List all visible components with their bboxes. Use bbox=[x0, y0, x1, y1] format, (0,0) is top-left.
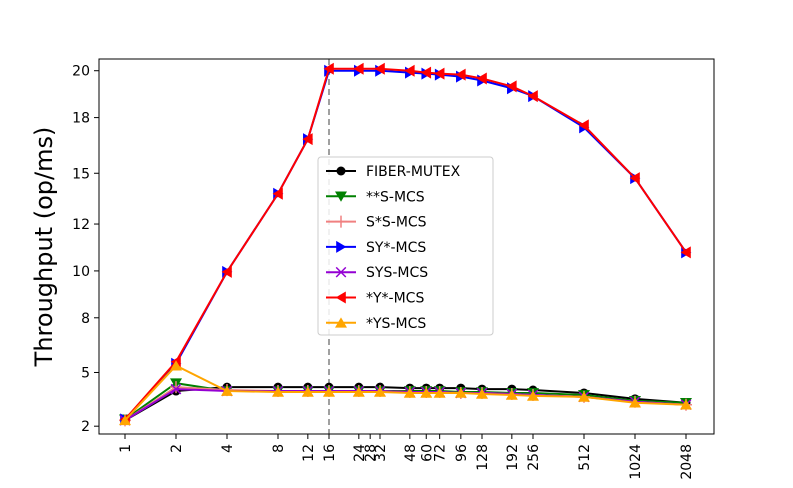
legend-label: FIBER-MUTEX bbox=[366, 164, 461, 180]
legend-label: *Y*-MCS bbox=[366, 291, 424, 307]
y-tick-label: 12 bbox=[72, 217, 90, 233]
x-tick-label: 24 bbox=[352, 444, 368, 462]
x-tick-label: 96 bbox=[454, 444, 470, 462]
legend-marker bbox=[335, 191, 347, 202]
data-point bbox=[680, 246, 691, 259]
data-point bbox=[302, 133, 313, 146]
data-point bbox=[629, 172, 640, 185]
y-tick-label: 5 bbox=[81, 365, 90, 381]
data-point bbox=[170, 360, 182, 371]
plot-layer bbox=[119, 59, 692, 434]
y-tick-label: 10 bbox=[72, 264, 90, 280]
legend-entry: SY*-MCS bbox=[326, 240, 426, 256]
legend-box bbox=[317, 156, 494, 336]
legend-marker bbox=[336, 240, 347, 253]
y-tick-label: 18 bbox=[72, 111, 90, 127]
x-tick-label: 8 bbox=[271, 444, 287, 453]
x-tick-label: 16 bbox=[322, 444, 338, 462]
x-tick-label: 1024 bbox=[628, 444, 644, 480]
legend-label: S*S-MCS bbox=[366, 215, 427, 231]
legend-entry: *YS-MCS bbox=[326, 316, 426, 332]
legend: FIBER-MUTEX **S-MCS S*S-MCS SY*-MCS SYS-MCS *… bbox=[317, 156, 494, 336]
data-point bbox=[272, 187, 283, 200]
data-point bbox=[170, 381, 182, 394]
series-line bbox=[124, 364, 687, 422]
y-axis-title: Throughput (op/ms) bbox=[30, 127, 58, 368]
legend-marker bbox=[335, 317, 347, 328]
legend-entry: S*S-MCS bbox=[326, 215, 427, 231]
series-line bbox=[124, 386, 687, 422]
data-point bbox=[505, 389, 518, 400]
data-point bbox=[680, 399, 692, 410]
data-point bbox=[272, 386, 284, 397]
legend-entry: **S-MCS bbox=[326, 189, 425, 205]
data-point bbox=[352, 386, 365, 397]
data-point bbox=[527, 390, 539, 401]
data-point bbox=[374, 62, 385, 75]
data-point bbox=[420, 66, 432, 79]
legend-label: **S-MCS bbox=[366, 189, 425, 205]
x-tick-label: 72 bbox=[433, 444, 449, 462]
legend-marker bbox=[335, 266, 347, 278]
x-tick-label: 256 bbox=[526, 444, 542, 471]
data-point bbox=[323, 62, 334, 75]
data-point bbox=[454, 387, 467, 398]
data-point bbox=[301, 386, 314, 397]
series-y-mcs bbox=[119, 62, 691, 426]
legend-marker bbox=[335, 215, 347, 228]
data-point bbox=[404, 64, 415, 77]
x-tick-label: 2 bbox=[169, 444, 185, 453]
data-point bbox=[433, 387, 446, 398]
legend-entry: SYS-MCS bbox=[326, 265, 428, 281]
data-point bbox=[353, 62, 364, 75]
x-tick-label: 4 bbox=[220, 444, 236, 453]
legend-entry: *Y*-MCS bbox=[326, 291, 424, 307]
data-point bbox=[629, 397, 641, 408]
data-point bbox=[221, 385, 233, 396]
y-tick-label: 15 bbox=[72, 166, 90, 182]
legend-label: SY*-MCS bbox=[366, 240, 426, 256]
series-s-mcs bbox=[119, 378, 692, 425]
data-point bbox=[420, 387, 433, 398]
data-point bbox=[323, 386, 335, 397]
x-tick-label: 192 bbox=[505, 444, 521, 471]
data-point bbox=[119, 414, 131, 426]
data-point bbox=[403, 387, 416, 398]
legend-label: SYS-MCS bbox=[366, 265, 428, 281]
series-line bbox=[124, 67, 687, 421]
data-point bbox=[578, 391, 590, 402]
data-point bbox=[434, 67, 445, 80]
data-point bbox=[506, 80, 517, 93]
legend-marker bbox=[335, 291, 346, 304]
x-tick-label: 2048 bbox=[679, 444, 695, 480]
data-point bbox=[170, 383, 182, 395]
data-point bbox=[578, 119, 589, 132]
x-tick-label: 12 bbox=[301, 444, 317, 462]
x-tick-label: 1 bbox=[118, 444, 134, 453]
x-tick-label: 512 bbox=[577, 444, 593, 471]
data-point bbox=[527, 90, 538, 103]
y-tick-label: 8 bbox=[81, 311, 90, 327]
plot-frame bbox=[98, 58, 715, 435]
y-tick-label: 20 bbox=[72, 64, 90, 80]
x-tick-label: 48 bbox=[403, 444, 419, 462]
series-ys-mcs bbox=[119, 360, 692, 426]
data-point bbox=[476, 72, 487, 85]
x-tick-label: 128 bbox=[475, 444, 491, 471]
x-tick-label: 28 bbox=[363, 444, 379, 462]
legend-entry: FIBER-MUTEX bbox=[326, 164, 461, 180]
y-tick-label: 2 bbox=[81, 419, 90, 435]
legend-label: *YS-MCS bbox=[366, 316, 426, 332]
x-tick-label: 60 bbox=[419, 444, 435, 462]
data-point bbox=[374, 386, 386, 397]
legend-marker bbox=[336, 166, 346, 176]
data-point bbox=[221, 265, 232, 278]
data-point bbox=[476, 388, 488, 399]
x-tick-label: 32 bbox=[373, 444, 389, 462]
data-point bbox=[455, 68, 466, 81]
